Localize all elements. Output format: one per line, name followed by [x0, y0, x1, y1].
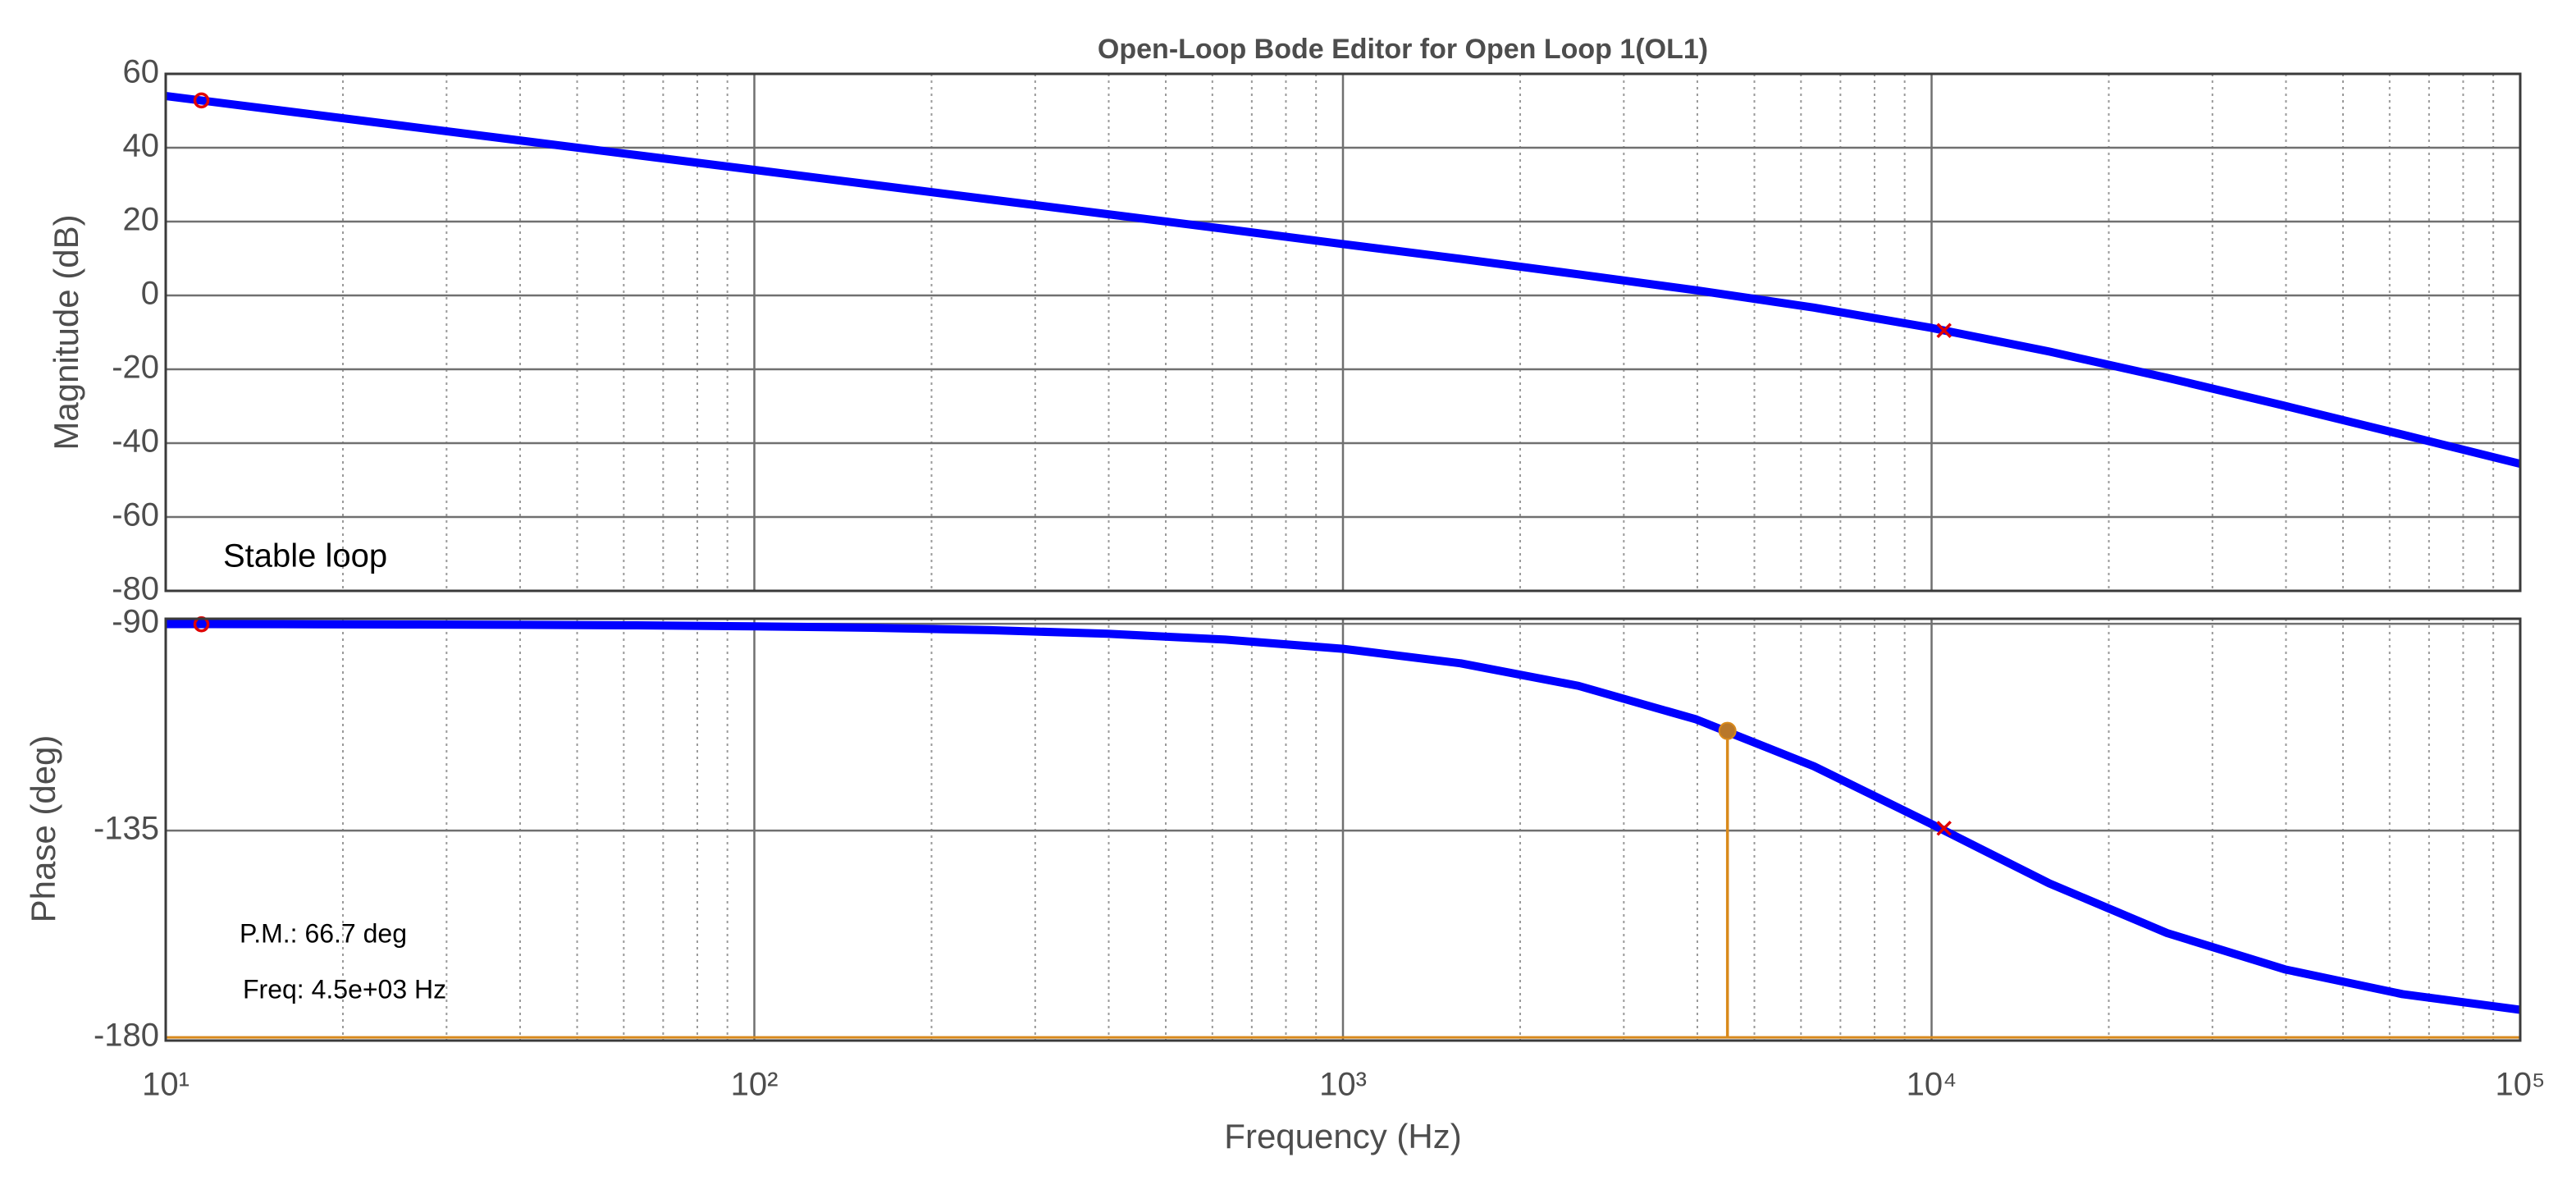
- x-axis-label: Frequency (Hz): [1224, 1117, 1461, 1155]
- x-tick-label: 10²: [731, 1067, 779, 1103]
- line-series: [165, 92, 2522, 469]
- zero-marker: [193, 92, 210, 109]
- margin-point: [1718, 721, 1737, 740]
- y-tick-label: -80: [112, 571, 159, 607]
- chart-title: Open-Loop Bode Editor for Open Loop 1(OL…: [1098, 34, 1708, 65]
- y-tick-label: -40: [112, 423, 159, 460]
- y-tick-label: -20: [112, 350, 159, 386]
- annotation: P.M.: 66.7 deg: [240, 918, 407, 948]
- y-tick-label: -60: [112, 497, 159, 533]
- y-tick-label: 60: [123, 54, 160, 90]
- x-tick-label: 10³: [1319, 1067, 1367, 1103]
- y-tick-label: -135: [94, 811, 159, 847]
- x-tick-label: 10⁴: [1907, 1067, 1957, 1103]
- pole-marker: [1936, 323, 1952, 338]
- axes-frame: [164, 617, 2522, 1042]
- y-axis-label: Magnitude (dB): [47, 214, 85, 450]
- axes-frame: [164, 72, 2522, 592]
- y-axis-label: Phase (deg): [24, 735, 62, 923]
- y-tick-label: 20: [123, 202, 160, 238]
- pole-marker: [1936, 821, 1952, 836]
- annotation: Stable loop: [223, 538, 387, 574]
- x-tick-label: 10⁵: [2495, 1067, 2545, 1103]
- line-series: [165, 620, 2521, 1014]
- y-tick-label: 0: [141, 276, 159, 312]
- y-tick-label: -90: [112, 604, 159, 640]
- y-tick-label: -180: [94, 1018, 159, 1054]
- y-tick-label: 40: [123, 128, 160, 164]
- annotation: Freq: 4.5e+03 Hz: [243, 974, 446, 1004]
- x-tick-label: 10¹: [142, 1067, 190, 1103]
